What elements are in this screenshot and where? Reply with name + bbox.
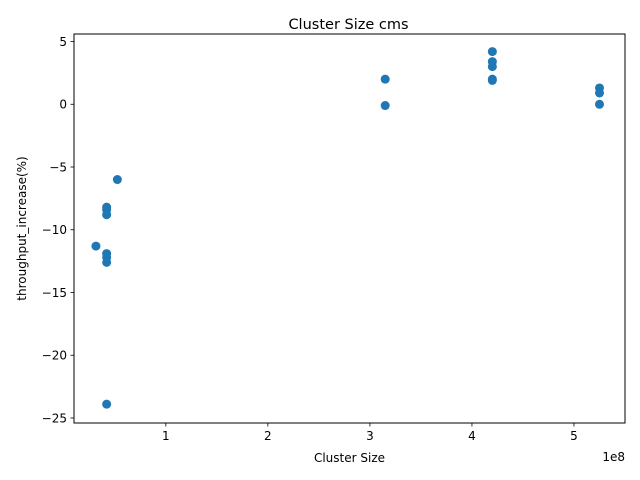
y-tick-label: −20 <box>42 349 67 363</box>
data-point-18 <box>102 399 112 409</box>
x-offset-label: 1e8 <box>602 450 625 464</box>
y-tick-label: 0 <box>59 98 67 112</box>
data-point-8 <box>594 88 604 98</box>
x-tick-label: 4 <box>468 429 476 443</box>
data-point-0 <box>380 74 390 84</box>
y-tick-label: −15 <box>42 286 67 300</box>
x-tick-label: 1 <box>162 429 170 443</box>
y-tick-label: −5 <box>49 160 67 174</box>
y-axis-label: throughput_increase(%) <box>15 156 29 300</box>
x-axis-label: Cluster Size <box>314 451 385 465</box>
points-layer <box>91 47 604 409</box>
y-tick-label: −25 <box>42 411 67 425</box>
ticks-layer: 1 2 3 4 5 5 0 −5 −10 −15 −20 −25 <box>42 35 578 443</box>
data-point-17 <box>102 257 112 267</box>
plot-frame <box>73 33 626 424</box>
data-point-13 <box>102 210 112 220</box>
data-point-14 <box>91 241 101 251</box>
chart-title: Cluster Size cms <box>288 17 408 33</box>
x-tick-label: 5 <box>570 429 578 443</box>
data-point-4 <box>487 62 497 72</box>
x-tick-label: 2 <box>264 429 272 443</box>
data-point-9 <box>594 99 604 109</box>
x-tick-label: 3 <box>366 429 374 443</box>
data-point-1 <box>380 101 390 111</box>
data-point-6 <box>487 75 497 85</box>
data-point-10 <box>112 175 122 185</box>
data-point-2 <box>487 47 497 57</box>
y-tick-label: 5 <box>59 35 67 49</box>
y-tick-label: −10 <box>42 223 67 237</box>
